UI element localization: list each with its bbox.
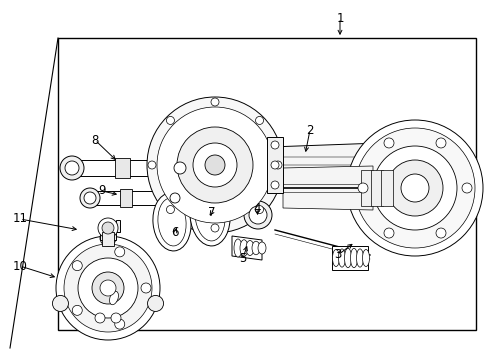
Polygon shape <box>370 170 382 206</box>
Polygon shape <box>331 246 367 270</box>
Circle shape <box>98 218 118 238</box>
Circle shape <box>346 120 482 256</box>
Circle shape <box>60 156 84 180</box>
Circle shape <box>174 162 185 174</box>
Circle shape <box>210 224 219 232</box>
Circle shape <box>270 161 279 169</box>
Polygon shape <box>360 170 372 206</box>
Circle shape <box>270 141 279 149</box>
Circle shape <box>170 158 190 178</box>
Text: 2: 2 <box>305 123 313 136</box>
Circle shape <box>95 313 105 323</box>
Ellipse shape <box>350 248 357 268</box>
Circle shape <box>166 116 174 125</box>
Text: 5: 5 <box>239 252 246 265</box>
Circle shape <box>244 201 271 229</box>
Circle shape <box>148 161 156 169</box>
Ellipse shape <box>109 291 118 305</box>
Circle shape <box>64 244 152 332</box>
Circle shape <box>255 206 263 213</box>
Circle shape <box>435 138 445 148</box>
Polygon shape <box>380 170 392 206</box>
Circle shape <box>354 128 474 248</box>
Circle shape <box>166 206 174 213</box>
Polygon shape <box>115 158 130 178</box>
Ellipse shape <box>251 241 260 255</box>
Circle shape <box>100 230 116 246</box>
Circle shape <box>52 296 68 311</box>
Circle shape <box>72 305 82 315</box>
Polygon shape <box>102 232 114 246</box>
Text: 6: 6 <box>171 225 179 238</box>
Bar <box>58 38 475 330</box>
Ellipse shape <box>189 184 230 246</box>
Text: 11: 11 <box>13 212 27 225</box>
Circle shape <box>80 188 100 208</box>
Circle shape <box>56 236 160 340</box>
Circle shape <box>170 193 180 203</box>
Text: 9: 9 <box>98 184 105 198</box>
Circle shape <box>372 146 456 230</box>
Text: 3: 3 <box>334 248 341 261</box>
Polygon shape <box>120 189 132 207</box>
Polygon shape <box>231 236 262 260</box>
Circle shape <box>204 155 224 175</box>
Text: 7: 7 <box>208 206 215 219</box>
Ellipse shape <box>153 193 191 251</box>
Ellipse shape <box>338 249 345 267</box>
Ellipse shape <box>195 189 224 241</box>
Ellipse shape <box>240 240 247 256</box>
Circle shape <box>115 319 124 329</box>
Text: 4: 4 <box>253 202 260 215</box>
Ellipse shape <box>344 248 351 268</box>
Circle shape <box>141 283 151 293</box>
Circle shape <box>167 190 183 206</box>
Polygon shape <box>269 143 389 187</box>
Circle shape <box>147 296 163 311</box>
Circle shape <box>435 228 445 238</box>
Polygon shape <box>266 137 283 193</box>
Polygon shape <box>72 160 180 176</box>
Ellipse shape <box>258 242 265 254</box>
Circle shape <box>386 160 442 216</box>
Circle shape <box>177 127 252 203</box>
Circle shape <box>100 280 116 296</box>
Circle shape <box>78 258 138 318</box>
Circle shape <box>72 261 82 271</box>
Circle shape <box>193 143 237 187</box>
Ellipse shape <box>245 240 253 256</box>
Ellipse shape <box>234 239 242 257</box>
Ellipse shape <box>356 249 363 267</box>
Circle shape <box>65 161 79 175</box>
Circle shape <box>273 161 282 169</box>
Ellipse shape <box>332 249 339 266</box>
Circle shape <box>111 313 121 323</box>
Circle shape <box>357 183 367 193</box>
Circle shape <box>84 192 96 204</box>
Circle shape <box>270 181 279 189</box>
Circle shape <box>255 116 263 125</box>
Ellipse shape <box>158 198 186 246</box>
Circle shape <box>210 98 219 106</box>
Circle shape <box>248 206 266 224</box>
Circle shape <box>383 228 393 238</box>
Circle shape <box>383 138 393 148</box>
Polygon shape <box>283 166 372 210</box>
Circle shape <box>400 174 428 202</box>
Polygon shape <box>90 191 175 205</box>
Text: 8: 8 <box>91 134 99 147</box>
Circle shape <box>157 107 272 223</box>
Polygon shape <box>100 220 120 240</box>
Text: 1: 1 <box>336 12 343 24</box>
Text: 10: 10 <box>13 260 27 273</box>
Circle shape <box>147 97 283 233</box>
Circle shape <box>92 272 124 304</box>
Circle shape <box>115 247 124 257</box>
Ellipse shape <box>362 249 369 266</box>
Circle shape <box>102 222 114 234</box>
Circle shape <box>461 183 471 193</box>
